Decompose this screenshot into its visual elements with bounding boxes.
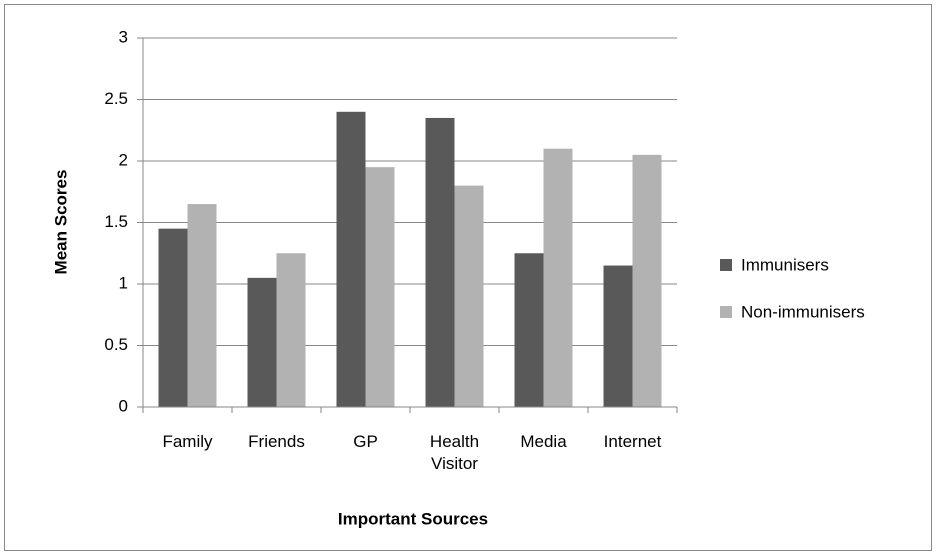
y-tick-label: 0 — [119, 396, 128, 415]
x-tick-label: Family — [162, 432, 213, 451]
bar — [514, 253, 544, 407]
bar — [187, 204, 217, 407]
x-tick-label: Internet — [603, 432, 662, 451]
y-axis-title: Mean Scores — [51, 170, 70, 275]
legend-swatch — [720, 259, 732, 271]
x-tick-label: Media — [520, 432, 567, 451]
x-axis-title: Important Sources — [338, 509, 488, 528]
y-tick-label: 3 — [119, 27, 128, 46]
bar — [365, 167, 395, 407]
legend-label: Immunisers — [741, 255, 829, 274]
bar — [158, 228, 188, 407]
y-tick-label: 1.5 — [104, 212, 128, 231]
legend-swatch — [720, 306, 732, 318]
bar — [247, 277, 277, 407]
y-tick-label: 0.5 — [104, 335, 128, 354]
bar — [425, 117, 455, 407]
x-tick-label: GP — [353, 432, 378, 451]
bar — [276, 253, 306, 407]
bar — [543, 148, 573, 407]
bar — [603, 265, 633, 407]
bar — [336, 111, 366, 408]
bar — [454, 185, 484, 407]
y-tick-label: 2.5 — [104, 89, 128, 108]
legend-label: Non-immunisers — [741, 302, 865, 321]
x-tick-label: Health Visitor — [429, 432, 480, 473]
bar — [632, 154, 662, 407]
y-tick-label: 1 — [119, 273, 128, 292]
y-tick-label: 2 — [119, 150, 128, 169]
x-tick-label: Friends — [248, 432, 305, 451]
